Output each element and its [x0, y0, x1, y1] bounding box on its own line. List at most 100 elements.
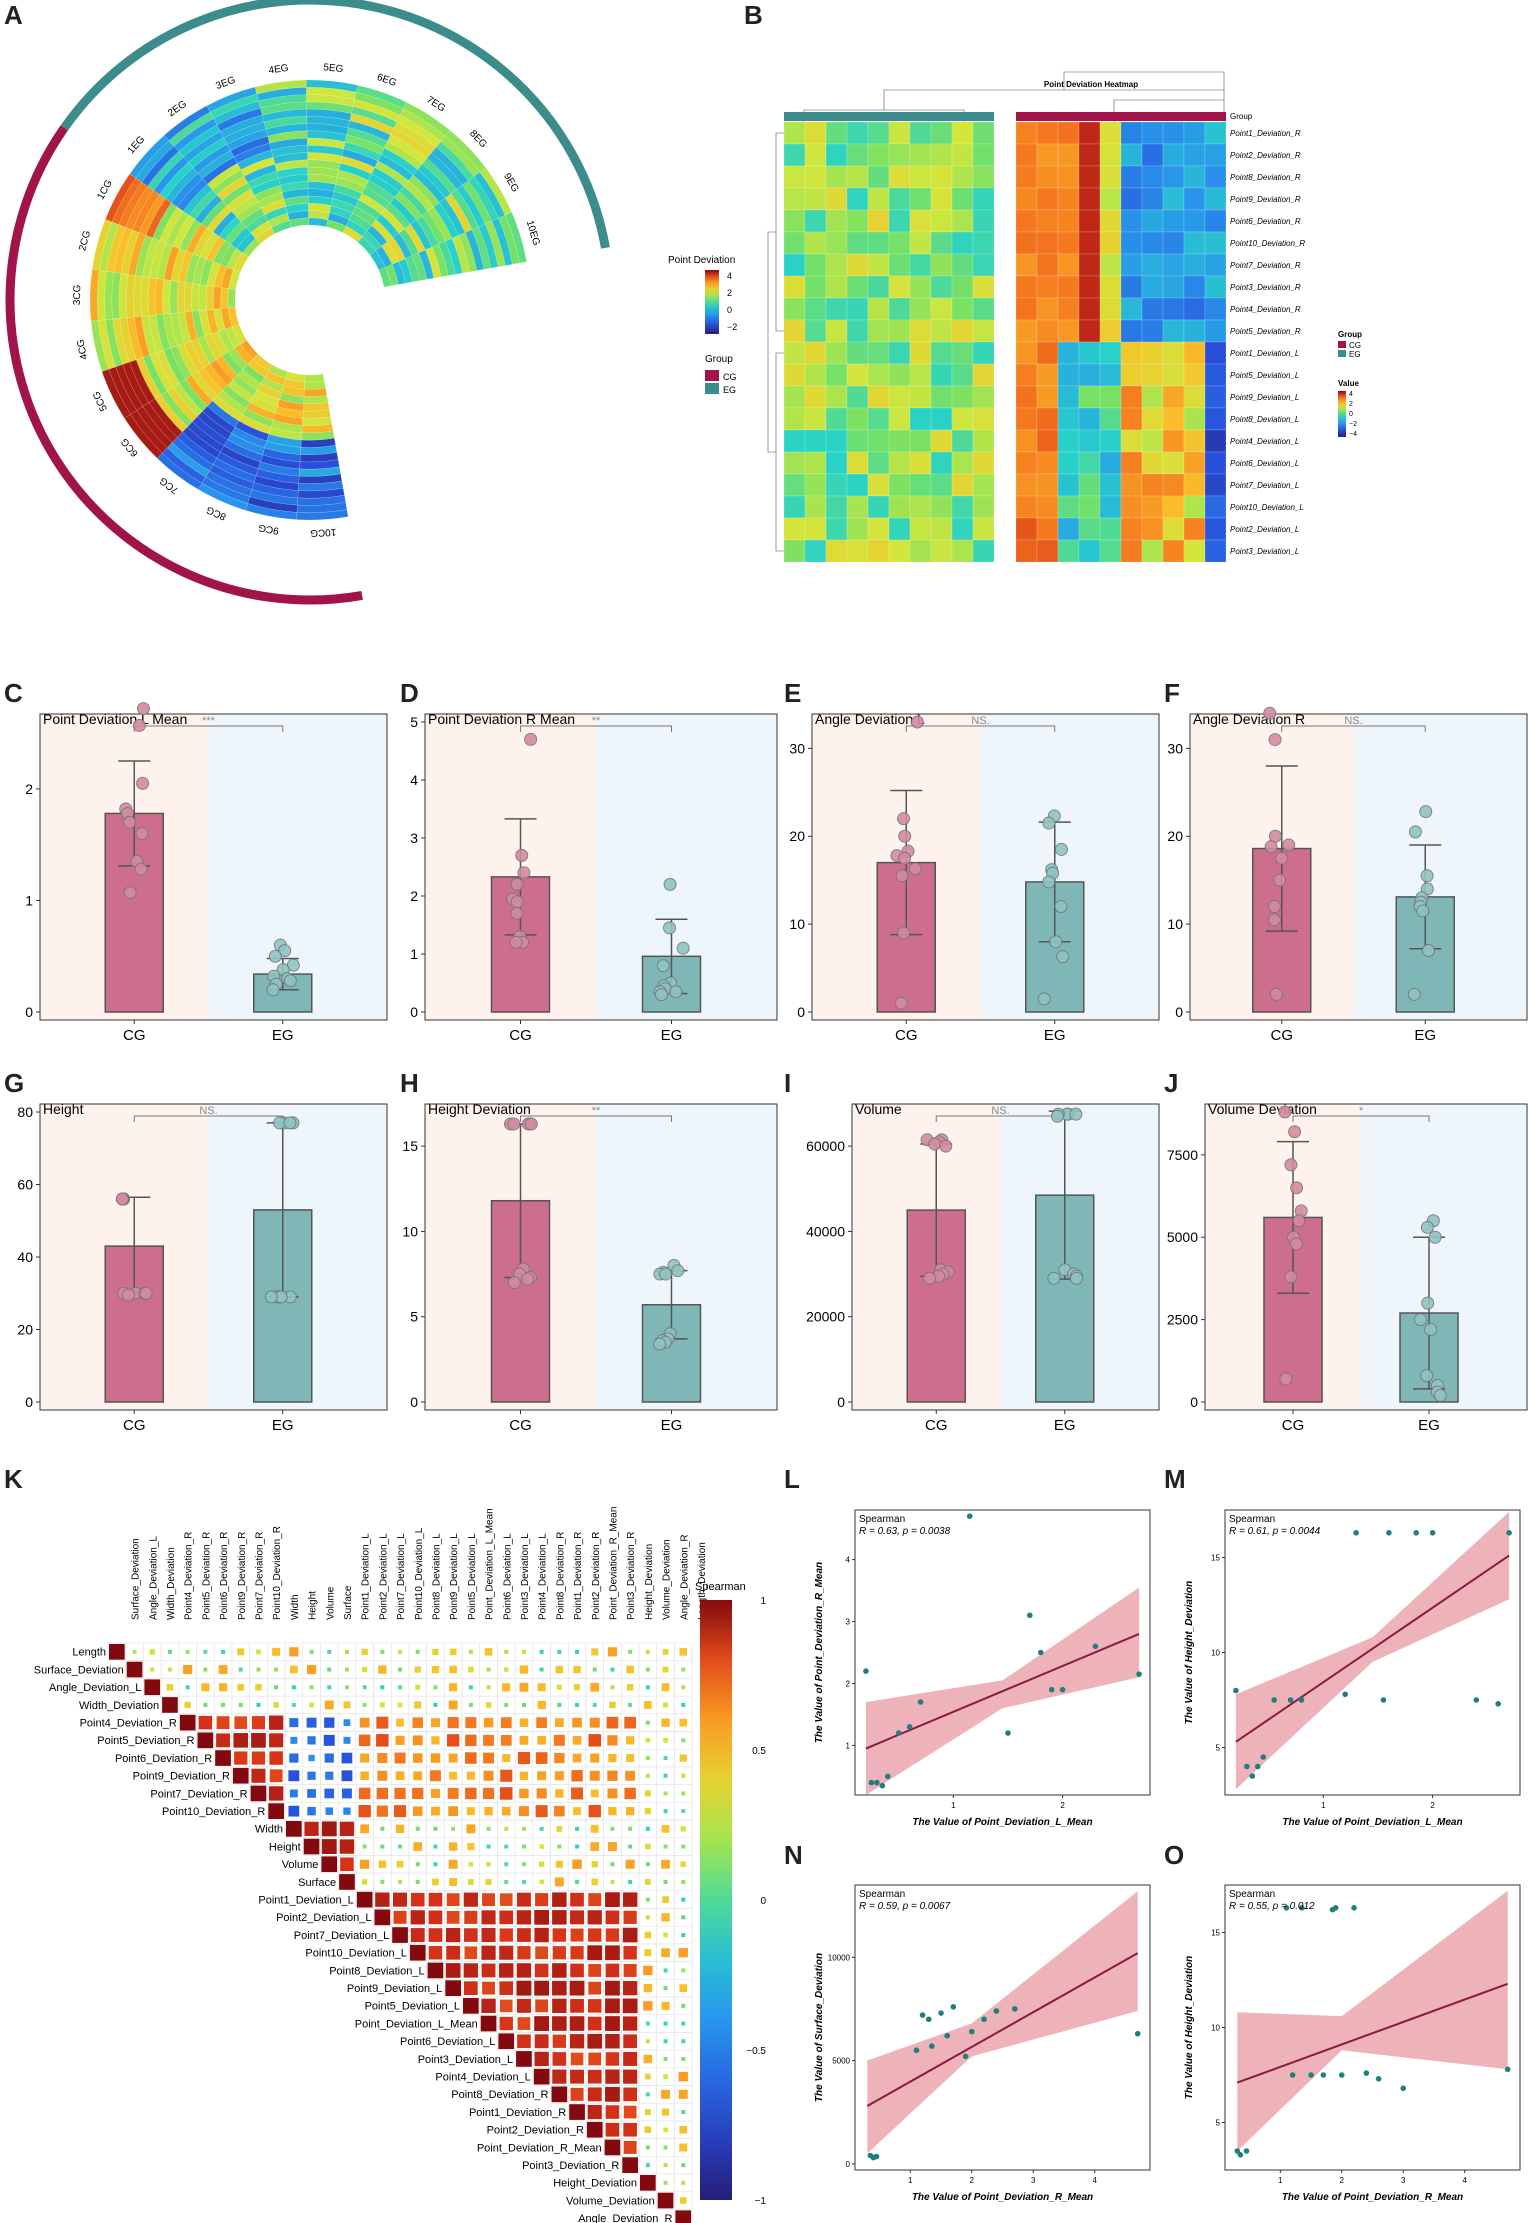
- heatmap-cell: [888, 385, 911, 409]
- heatmap-cell: [215, 355, 239, 381]
- correlation-row-label: Point6_Deviation_L: [400, 2036, 495, 2048]
- heatmap-cell: [256, 468, 300, 484]
- heatmap-cell: [867, 143, 890, 167]
- heatmap-cell: [118, 181, 148, 228]
- correlation-cell: [380, 1685, 385, 1690]
- correlation-cell: [552, 1910, 567, 1925]
- heatmap-cell: [804, 143, 827, 167]
- heatmap-cell: [172, 437, 214, 472]
- heatmap-cell: [440, 135, 481, 177]
- heatmap-cell: [930, 209, 953, 233]
- correlation-cell: [466, 1771, 475, 1780]
- correlation-cell: [197, 1732, 214, 1749]
- correlation-cell: [361, 1879, 368, 1885]
- heatmap-cell: [783, 429, 806, 453]
- correlation-cell: [464, 1928, 478, 1942]
- heatmap-cell: [172, 215, 196, 249]
- correlation-cell: [499, 1910, 514, 1925]
- heatmap-cell: [1141, 385, 1164, 409]
- correlation-cell: [272, 1647, 281, 1656]
- correlation-cell: [500, 1787, 513, 1800]
- correlation-cell: [269, 1769, 283, 1783]
- correlation-cell: [605, 2052, 620, 2066]
- heatmap-cell: [354, 92, 404, 116]
- correlation-cell: [679, 2143, 688, 2152]
- heatmap-cell: [132, 190, 160, 233]
- heatmap-cell: [783, 495, 806, 519]
- heatmap-cell: [280, 181, 309, 193]
- heatmap-cell: [783, 253, 806, 277]
- heatmap-cell: [265, 123, 308, 137]
- heatmap-cell: [972, 429, 995, 453]
- heatmap-cell: [1162, 517, 1185, 541]
- heatmap-cell: [804, 495, 827, 519]
- panel-letter-d: D: [400, 678, 419, 708]
- heatmap-cell: [338, 162, 372, 181]
- regression-line: [1236, 1982, 1509, 2084]
- heatmap-cell: [1015, 517, 1038, 541]
- heatmap-cell: [846, 187, 869, 211]
- heatmap-cell: [147, 277, 157, 316]
- heatmap-cell: [1057, 385, 1080, 409]
- y-tick-label: 0: [410, 1394, 418, 1410]
- heatmap-cell: [951, 143, 974, 167]
- x-tick-label: 1: [1321, 1801, 1326, 1810]
- correlation-cell: [410, 1910, 425, 1925]
- heatmap-cell: [930, 165, 953, 189]
- data-point: [897, 926, 911, 940]
- heatmap-cell: [183, 340, 205, 372]
- correlation-cell: [216, 1716, 230, 1730]
- scatter-point: [929, 2043, 935, 2049]
- correlation-cell: [590, 1824, 599, 1833]
- correlation-cell: [681, 2110, 686, 2115]
- heatmap-cell: [972, 165, 995, 189]
- heatmap-cell: [1162, 473, 1185, 497]
- legend-colorbar: [705, 270, 719, 334]
- heatmap-cell: [972, 451, 995, 475]
- heatmap-cell: [951, 209, 974, 233]
- heatmap-cell: [1204, 407, 1227, 431]
- correlation-top-label: Height_Deviation: [644, 1544, 655, 1620]
- heatmap-cell: [491, 217, 513, 266]
- heatmap-cell: [804, 539, 827, 563]
- x-tick-label: 1: [908, 2176, 913, 2185]
- heatmap-cell: [825, 231, 848, 255]
- heatmap-cell: [1162, 451, 1185, 475]
- correlation-cell: [645, 1826, 650, 1831]
- correlation-cell: [413, 1806, 423, 1816]
- scatter-point: [895, 1730, 902, 1736]
- heatmap-cell: [951, 495, 974, 519]
- x-tick-label: 2: [1060, 1801, 1065, 1810]
- heatmap-cell: [825, 275, 848, 299]
- heatmap-cell: [199, 258, 214, 286]
- heatmap-cell: [223, 439, 263, 463]
- correlation-cell: [504, 1649, 509, 1654]
- x-tick-label: 4: [1092, 2176, 1097, 2185]
- correlation-cell: [587, 1945, 603, 1961]
- heatmap-cell: [909, 363, 932, 387]
- heatmap-cell: [1099, 429, 1122, 453]
- heatmap-cell: [303, 387, 328, 397]
- heatmap-cell: [1015, 473, 1038, 497]
- bar-chart-title: Point Deviation R Mean: [428, 711, 575, 727]
- heatmap-cell: [130, 410, 168, 454]
- correlation-cell: [679, 1754, 687, 1762]
- correlation-cell: [465, 1717, 477, 1729]
- panel-letter-o: O: [1164, 1840, 1185, 1870]
- heatmap-cell: [909, 473, 932, 497]
- correlation-cell: [678, 1948, 688, 1958]
- heatmap-cell: [1141, 121, 1164, 145]
- correlation-row-label: Point10_Deviation_R: [162, 1806, 265, 1818]
- heatmap-cell: [209, 464, 255, 490]
- heatmap-cell: [218, 216, 242, 241]
- heatmap-cell: [340, 155, 375, 175]
- group-legend-swatch: [705, 383, 719, 394]
- heatmap-cell: [417, 163, 452, 199]
- bar-chart-title: Angle Deviation R: [1193, 711, 1305, 727]
- heatmap-cell: [308, 210, 330, 220]
- heatmap-cell: [825, 319, 848, 343]
- correlation-cell: [415, 1684, 421, 1690]
- correlation-cell: [519, 1682, 529, 1692]
- y-tick-label: 0: [410, 1004, 418, 1020]
